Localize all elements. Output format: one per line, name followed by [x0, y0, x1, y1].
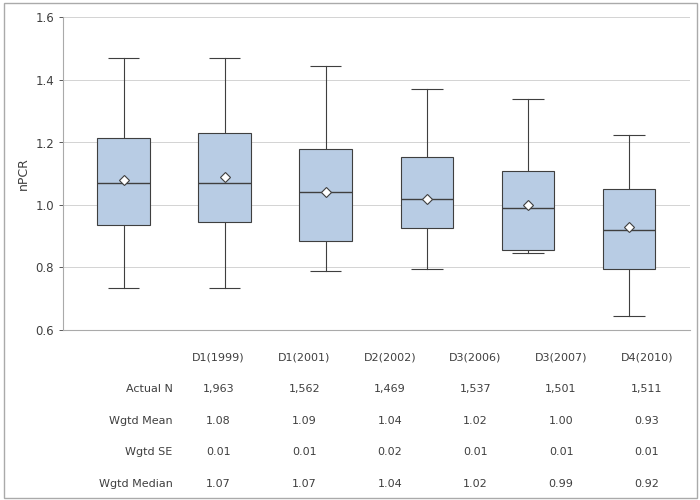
Text: 0.93: 0.93: [634, 416, 659, 426]
Text: Wgtd Mean: Wgtd Mean: [109, 416, 173, 426]
Text: 1.04: 1.04: [377, 479, 402, 489]
Text: 1.02: 1.02: [463, 479, 488, 489]
Y-axis label: nPCR: nPCR: [17, 158, 29, 190]
Text: 1,537: 1,537: [460, 384, 491, 394]
Bar: [502, 170, 554, 250]
Text: 1.07: 1.07: [292, 479, 316, 489]
Text: 0.01: 0.01: [463, 448, 488, 458]
Bar: [400, 156, 453, 228]
Text: 0.92: 0.92: [634, 479, 659, 489]
Text: D3(2007): D3(2007): [535, 353, 587, 363]
Text: 0.01: 0.01: [292, 448, 316, 458]
Text: D3(2006): D3(2006): [449, 353, 502, 363]
Text: Actual N: Actual N: [126, 384, 173, 394]
Text: D4(2010): D4(2010): [620, 353, 673, 363]
Text: 0.02: 0.02: [377, 448, 402, 458]
Text: 1.09: 1.09: [292, 416, 316, 426]
Bar: [603, 190, 655, 269]
Text: 1.02: 1.02: [463, 416, 488, 426]
Text: D2(2002): D2(2002): [363, 353, 416, 363]
Bar: [97, 138, 150, 226]
Bar: [198, 133, 251, 222]
Text: 1,562: 1,562: [288, 384, 320, 394]
Text: 0.01: 0.01: [634, 448, 659, 458]
Text: Wgtd SE: Wgtd SE: [125, 448, 173, 458]
Text: 0.01: 0.01: [206, 448, 231, 458]
Bar: [300, 149, 352, 241]
Text: 0.99: 0.99: [549, 479, 573, 489]
Text: 1,469: 1,469: [374, 384, 406, 394]
Text: 1,511: 1,511: [631, 384, 662, 394]
Text: D1(2001): D1(2001): [278, 353, 330, 363]
Text: 0.01: 0.01: [549, 448, 573, 458]
Text: Wgtd Median: Wgtd Median: [99, 479, 173, 489]
Text: 1,501: 1,501: [545, 384, 577, 394]
Text: 1.00: 1.00: [549, 416, 573, 426]
Text: 1,963: 1,963: [203, 384, 235, 394]
Text: 1.07: 1.07: [206, 479, 231, 489]
Text: 1.04: 1.04: [377, 416, 402, 426]
Text: 1.08: 1.08: [206, 416, 231, 426]
Text: D1(1999): D1(1999): [193, 353, 245, 363]
